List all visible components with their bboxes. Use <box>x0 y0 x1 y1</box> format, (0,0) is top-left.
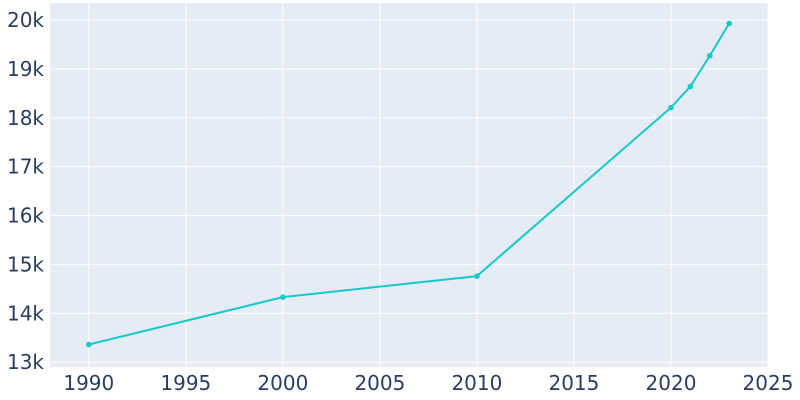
y-tick-label: 13k <box>7 350 44 374</box>
x-tick-label: 2015 <box>548 371 599 395</box>
y-tick-label: 20k <box>7 8 44 32</box>
data-point <box>706 52 713 59</box>
x-tick-label: 1995 <box>160 371 211 395</box>
x-tick-label: 2000 <box>257 371 308 395</box>
grid-lines <box>50 3 769 367</box>
x-tick-label: 2025 <box>743 371 794 395</box>
plot-area <box>50 3 768 367</box>
y-tick-label: 19k <box>7 57 44 81</box>
y-tick-label: 15k <box>7 252 44 276</box>
y-tick-label: 18k <box>7 106 44 130</box>
x-tick-label: 2010 <box>451 371 502 395</box>
x-axis-ticks: 1990 1995 2000 2005 2010 2015 2020 2025 <box>63 371 793 395</box>
x-tick-label: 2020 <box>646 371 697 395</box>
data-point <box>280 294 286 300</box>
data-point <box>726 20 732 27</box>
data-point <box>687 83 694 90</box>
data-point <box>668 104 674 111</box>
data-point <box>474 273 480 279</box>
data-series <box>86 20 732 348</box>
y-tick-label: 16k <box>7 204 44 228</box>
x-tick-label: 2005 <box>354 371 405 395</box>
x-tick-label: 1990 <box>63 371 114 395</box>
data-point <box>86 341 92 348</box>
y-axis-ticks: 13k 14k 15k 16k 17k 18k 19k 20k <box>7 8 44 374</box>
y-tick-label: 17k <box>7 155 44 179</box>
y-tick-label: 14k <box>7 301 44 325</box>
